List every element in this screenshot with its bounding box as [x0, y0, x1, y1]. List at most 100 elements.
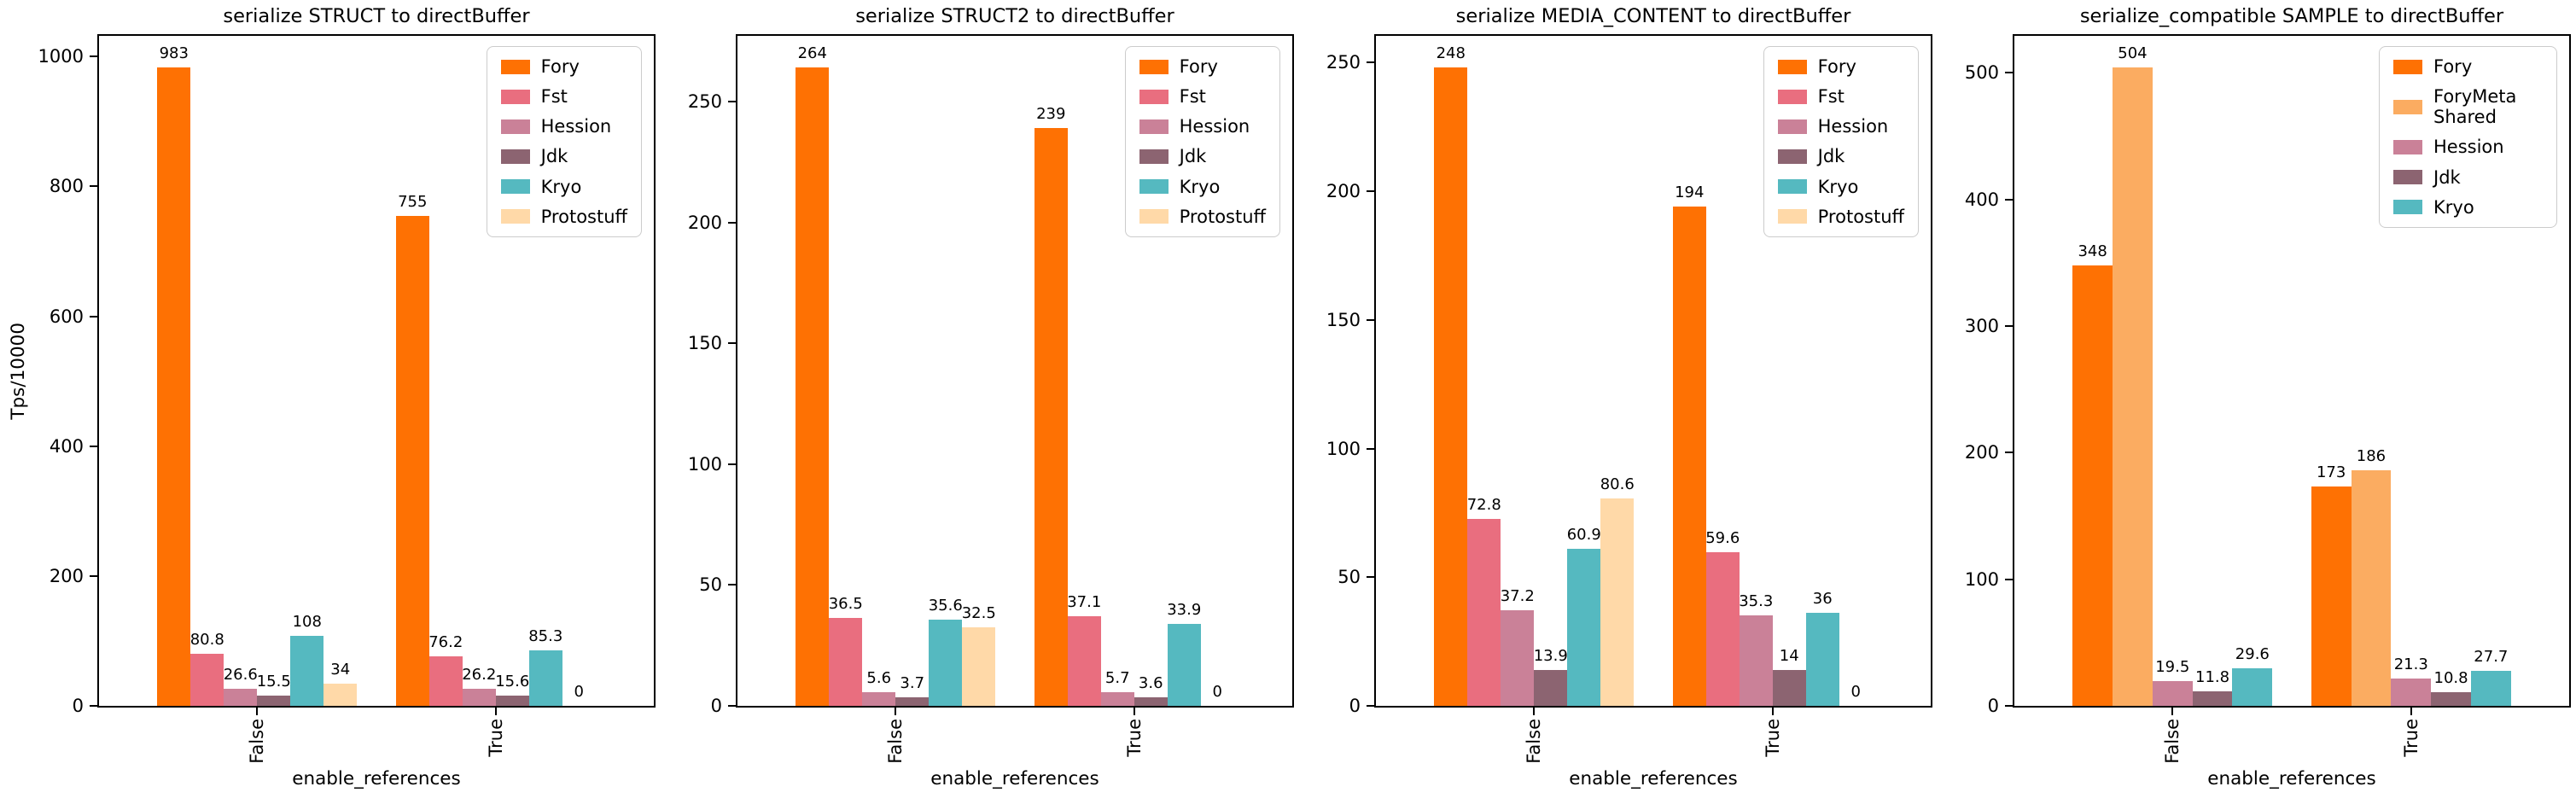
legend-swatch-icon — [1777, 179, 1807, 195]
axis-title-x: enable_references — [1569, 768, 1738, 789]
chart-title: serialize MEDIA_CONTENT to directBuffer — [1455, 5, 1851, 27]
y-tick-mark — [90, 55, 97, 58]
bar-value-label: 35.3 — [1739, 591, 1774, 610]
legend: Fory Fst Hession Jdk Kryo Protostuff — [1763, 46, 1919, 237]
y-tick-label: 500 — [1964, 62, 1999, 84]
y-tick-mark — [728, 705, 736, 707]
bar-value-label: 5.7 — [1104, 668, 1130, 687]
y-tick-mark — [2005, 452, 2013, 454]
legend-label: Jdk — [1179, 146, 1207, 167]
bar-value-label: 85.3 — [528, 627, 563, 646]
legend-swatch-icon — [1777, 89, 1807, 104]
bar-fst-true — [1067, 615, 1101, 706]
legend: Fory ForyMeta Shared Hession Jdk Kryo — [2379, 46, 2557, 228]
legend-item: Fory — [500, 56, 627, 77]
bar-value-label: 26.2 — [462, 666, 497, 685]
legend-label: Kryo — [1817, 176, 1859, 197]
legend-item: Hession — [1139, 116, 1266, 137]
bar-value-label: 504 — [2118, 44, 2148, 63]
legend-swatch-icon — [1139, 59, 1169, 74]
axis-title-x: enable_references — [2207, 768, 2376, 789]
legend-item: Fory — [1139, 56, 1266, 77]
y-tick-mark — [90, 705, 97, 707]
legend-swatch-icon — [1777, 149, 1807, 164]
bar-hession-false — [862, 692, 896, 706]
x-tick-mark — [1533, 708, 1536, 715]
bar-value-label: 3.6 — [1138, 673, 1163, 692]
bar-kryo-true — [528, 650, 562, 706]
bar-protostuff-false — [1600, 498, 1635, 706]
bar-value-label: 15.5 — [256, 673, 291, 691]
y-tick-mark — [1367, 576, 1374, 579]
bar-fory-true — [395, 215, 429, 706]
bar-value-label: 37.2 — [1500, 586, 1535, 605]
bar-jdk-true — [1134, 696, 1168, 706]
legend-label: Hession — [1817, 116, 1889, 137]
x-tick-mark — [2171, 708, 2174, 715]
legend-item: Jdk — [2393, 167, 2543, 188]
bar-value-label: 37.1 — [1067, 592, 1102, 611]
x-tick-label: False — [1524, 719, 1545, 764]
legend-item: Hession — [500, 116, 627, 137]
bar-value-label: 72.8 — [1466, 495, 1501, 514]
x-tick-mark — [1133, 708, 1135, 715]
legend-label: Jdk — [1817, 146, 1845, 167]
bar-jdk-false — [2192, 690, 2233, 706]
bar-kryo-true — [1167, 624, 1201, 706]
legend-swatch-icon — [500, 179, 530, 195]
bar-value-label: 36.5 — [828, 594, 863, 613]
bar-fst-false — [1467, 518, 1501, 706]
bar-hession-false — [224, 688, 258, 706]
legend-item: Fory — [2393, 56, 2543, 77]
legend-label: Fory — [2433, 56, 2473, 77]
y-tick-label: 100 — [1964, 568, 1999, 590]
y-tick-label: 400 — [1964, 189, 1999, 210]
legend-swatch-icon — [1777, 119, 1807, 134]
axis-title-y: Tps/10000 — [7, 322, 29, 420]
bar-hession-true — [1100, 691, 1134, 706]
legend-label: Jdk — [540, 146, 568, 167]
legend-item: Protostuff — [1139, 207, 1266, 227]
legend-swatch-icon — [500, 119, 530, 134]
legend-swatch-icon — [2393, 139, 2422, 154]
bar-fory-true — [1672, 207, 1706, 706]
bar-jdk-true — [495, 696, 529, 706]
bar-protostuff-false — [323, 684, 358, 706]
bar-jdk-false — [895, 696, 930, 706]
bar-value-label: 19.5 — [2155, 658, 2190, 677]
bar-fory-false — [2072, 265, 2113, 706]
y-tick-mark — [728, 101, 736, 103]
bar-value-label: 0 — [1212, 683, 1222, 701]
x-tick-label: False — [885, 719, 906, 764]
bar-value-label: 29.6 — [2235, 645, 2270, 664]
bar-fory-false — [1434, 67, 1468, 706]
bar-value-label: 11.8 — [2195, 667, 2230, 686]
bar-hession-false — [2152, 681, 2193, 706]
legend-swatch-icon — [1139, 149, 1169, 164]
bar-value-label: 34 — [330, 661, 351, 679]
bar-hession-true — [2391, 679, 2432, 706]
y-tick-mark — [2005, 198, 2013, 201]
y-tick-mark — [90, 315, 97, 318]
legend-swatch-icon — [1139, 179, 1169, 195]
bar-value-label: 5.6 — [866, 669, 892, 688]
legend-label: Kryo — [2433, 196, 2474, 218]
bar-hession-false — [1501, 609, 1535, 706]
legend: Fory Fst Hession Jdk Kryo Protostuff — [486, 46, 642, 237]
bar-value-label: 10.8 — [2433, 668, 2468, 687]
y-tick-mark — [728, 342, 736, 345]
legend-item: Kryo — [500, 177, 627, 197]
bar-value-label: 13.9 — [1533, 647, 1568, 666]
legend-swatch-icon — [2393, 99, 2422, 114]
legend-swatch-icon — [2393, 200, 2422, 215]
bar-value-label: 80.8 — [189, 630, 224, 649]
bar-fory-true — [1034, 128, 1068, 706]
y-tick-mark — [2005, 72, 2013, 74]
y-tick-label: 600 — [49, 306, 84, 327]
plot-area: 983 755 80.8 76.2 26.6 26.2 15.5 15.6 108 85.3 34 0… — [97, 34, 656, 708]
legend-label: Protostuff — [540, 206, 627, 227]
bar-value-label: 27.7 — [2474, 647, 2509, 666]
bar-value-label: 59.6 — [1705, 529, 1740, 548]
y-tick-mark — [728, 584, 736, 586]
legend-swatch-icon — [1777, 209, 1807, 224]
